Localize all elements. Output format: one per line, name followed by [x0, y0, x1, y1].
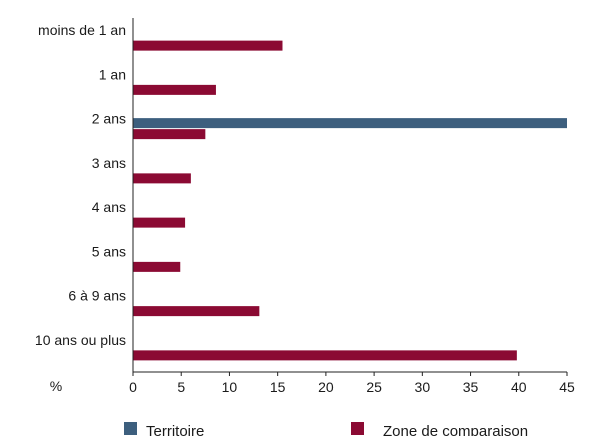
legend-label-territoire: Territoire: [146, 423, 204, 436]
x-tick-label: 0: [129, 379, 137, 395]
legend-swatch-zone-de-comparaison: [351, 422, 364, 435]
x-tick-label: 40: [511, 379, 527, 395]
bar-zone-de-comparaison-2-ans: [133, 129, 206, 140]
category-label: 10 ans ou plus: [35, 332, 126, 348]
bar-zone-de-comparaison-6-a-9-ans: [133, 306, 260, 317]
legend: Territoire Zone de comparaison: [124, 422, 528, 436]
bar-zone-de-comparaison-moins-de-1-an: [133, 40, 283, 51]
axes-layer: [132, 18, 568, 376]
x-tick-label: 35: [463, 379, 479, 395]
x-tick-label: 45: [559, 379, 575, 395]
x-tick-label: 15: [270, 379, 286, 395]
category-label: 5 ans: [92, 243, 126, 259]
bar-zone-de-comparaison-1-an: [133, 84, 216, 95]
category-label: 4 ans: [92, 199, 126, 215]
category-label: 6 à 9 ans: [68, 288, 126, 304]
category-label: 1 an: [99, 66, 126, 82]
bar-zone-de-comparaison-10-ans-ou-plus: [133, 350, 517, 361]
category-label: moins de 1 an: [38, 22, 126, 38]
bar-zone-de-comparaison-5-ans: [133, 261, 181, 272]
x-tick-label: 20: [318, 379, 334, 395]
labels-layer: moins de 1 an 1 an 2 ans 3 ans 4 ans 5 ans 6 à…: [35, 22, 575, 395]
category-label: 2 ans: [92, 111, 126, 127]
bars-layer: [133, 40, 567, 361]
category-label: 3 ans: [92, 155, 126, 171]
x-tick-label: 10: [222, 379, 238, 395]
x-tick-label: 25: [366, 379, 382, 395]
bar-zone-de-comparaison-4-ans: [133, 217, 186, 228]
bar-zone-de-comparaison-3-ans: [133, 173, 191, 184]
legend-swatch-territoire: [124, 422, 137, 435]
x-tick-label: 30: [415, 379, 431, 395]
x-axis-unit-label: %: [50, 378, 62, 394]
x-tick-label: 5: [177, 379, 185, 395]
bar-territoire-2-ans: [133, 118, 567, 129]
legend-label-zone-de-comparaison: Zone de comparaison: [383, 423, 528, 436]
